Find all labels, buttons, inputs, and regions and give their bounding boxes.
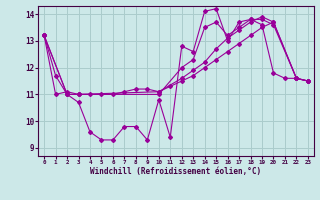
X-axis label: Windchill (Refroidissement éolien,°C): Windchill (Refroidissement éolien,°C) xyxy=(91,167,261,176)
